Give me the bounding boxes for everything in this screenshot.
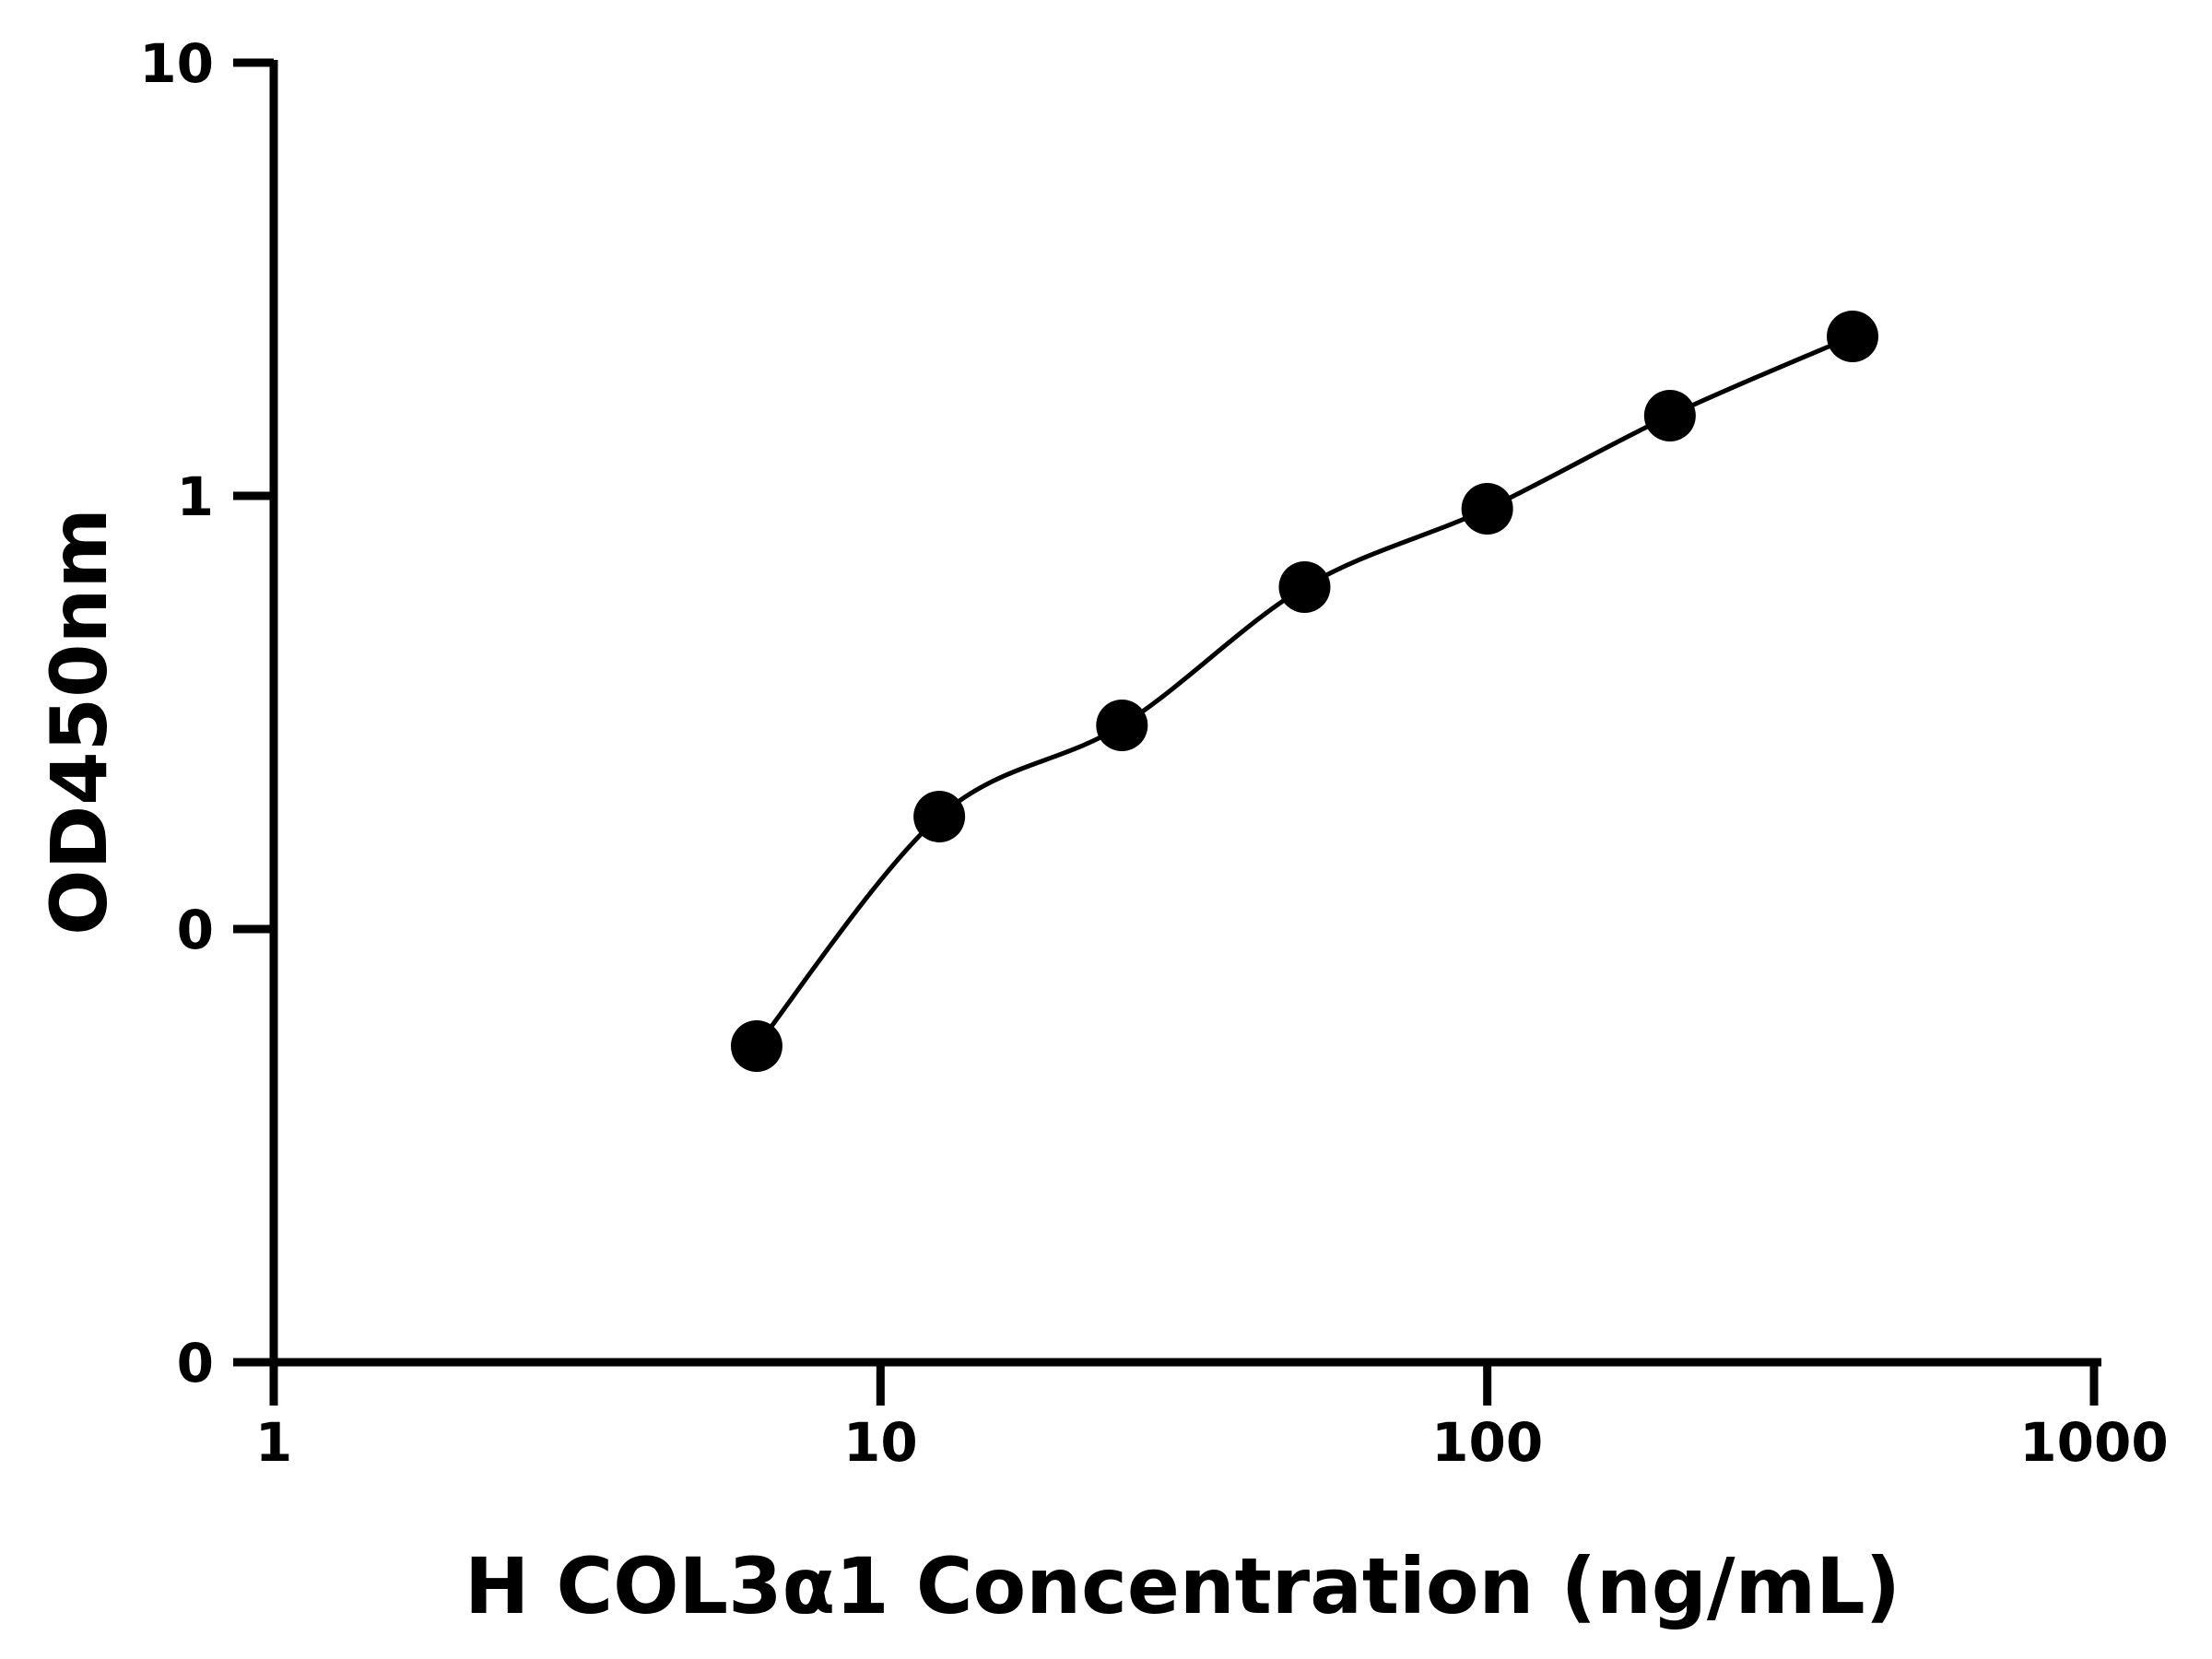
y-tick-label: 0	[177, 899, 214, 961]
fit-curve-layer	[754, 334, 1854, 1048]
x-tick-label: 1000	[2019, 1411, 2168, 1474]
y-tick-label: 1	[177, 465, 214, 528]
x-ticks: 1 10 100 1000	[255, 1362, 2169, 1474]
data-point	[1096, 700, 1148, 751]
x-tick-label: 1	[255, 1411, 292, 1474]
data-point	[913, 791, 966, 842]
y-tick-label: 10	[139, 32, 214, 95]
y-axis-title: OD450nm	[34, 508, 124, 935]
x-tick-label: 100	[1431, 1411, 1543, 1474]
x-tick-label: 10	[843, 1411, 918, 1474]
y-ticks: 0 0 1 10	[139, 32, 274, 1394]
data-point	[1643, 390, 1696, 441]
data-point	[1461, 483, 1513, 535]
x-axis-title: H COL3α1 Concentration (ng/mL)	[465, 1541, 1900, 1631]
fit-curve	[754, 334, 1854, 1048]
data-point	[730, 1020, 782, 1072]
data-point	[1827, 311, 1879, 362]
points-layer	[730, 311, 1879, 1072]
y-tick-label: 0	[177, 1332, 214, 1394]
data-point	[1278, 561, 1331, 613]
